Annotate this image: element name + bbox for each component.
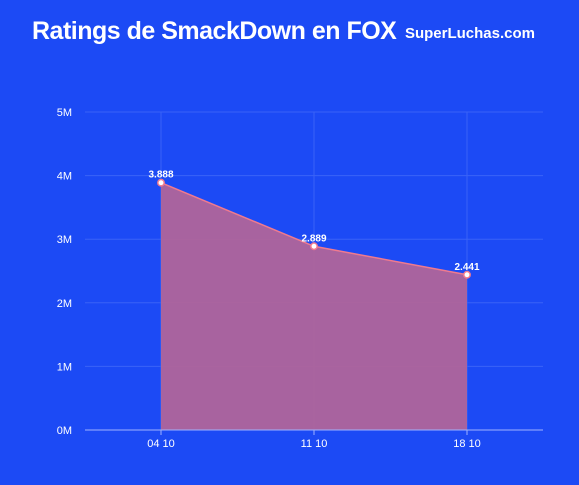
- y-tick-label: 0M: [57, 425, 72, 437]
- y-tick-label: 1M: [57, 361, 72, 373]
- data-label: 2.441: [454, 262, 479, 273]
- x-tick-label: 04 10: [147, 438, 175, 450]
- y-tick-label: 3M: [57, 234, 72, 246]
- axes: 0M 1M 2M 3M 4M 5M 04 10 11 10 18 10: [57, 107, 543, 450]
- data-label: 3.888: [148, 170, 173, 181]
- y-tick-label: 4M: [57, 171, 72, 183]
- y-tick-label: 2M: [57, 298, 72, 310]
- data-point[interactable]: [463, 270, 471, 279]
- chart-title: Ratings de SmackDown en FOX: [32, 17, 397, 45]
- data-point[interactable]: [310, 242, 318, 251]
- data-labels: 3.888 2.889 2.441: [148, 170, 479, 273]
- x-tick-label: 18 10: [453, 438, 481, 450]
- y-tick-label: 5M: [57, 107, 72, 119]
- data-point[interactable]: [157, 178, 165, 187]
- x-tick-label: 11 10: [301, 438, 328, 450]
- data-points: [157, 178, 471, 279]
- area-fill: [161, 182, 467, 430]
- brand-watermark: SuperLuchas.com: [404, 25, 535, 42]
- data-label: 2.889: [301, 233, 326, 244]
